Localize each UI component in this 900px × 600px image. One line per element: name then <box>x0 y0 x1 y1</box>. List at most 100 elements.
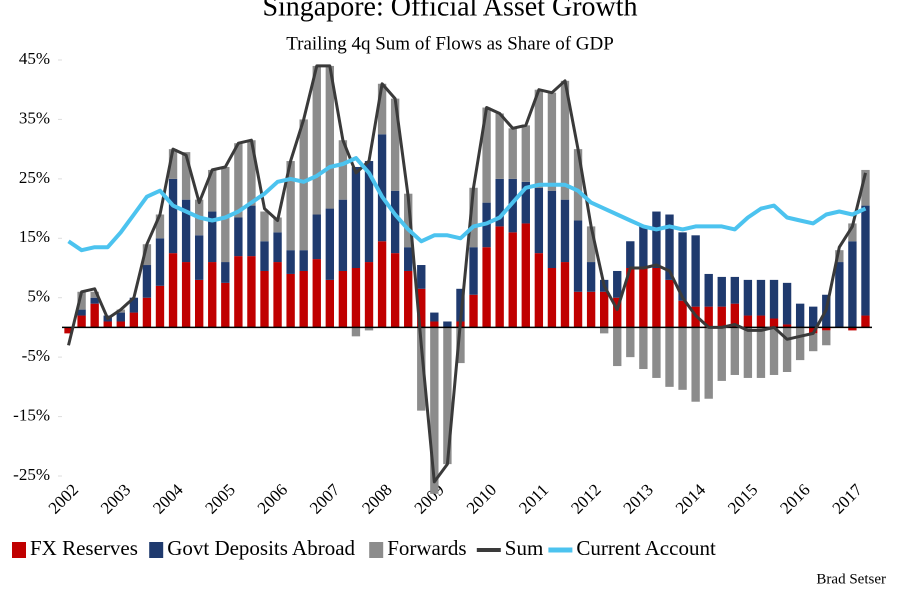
bar <box>743 279 753 316</box>
bar <box>743 327 753 378</box>
bar <box>704 273 713 307</box>
bar <box>508 128 517 179</box>
bar <box>678 300 687 328</box>
bar <box>730 327 740 375</box>
bar <box>260 270 269 328</box>
bar <box>417 288 426 328</box>
bar <box>312 65 321 215</box>
y-tick-label: -25% <box>13 465 50 484</box>
x-tick-label: 2008 <box>358 480 395 517</box>
bar <box>861 315 870 328</box>
bar <box>769 327 779 375</box>
bar <box>626 241 635 268</box>
x-tick-label: 2006 <box>254 480 291 517</box>
bar <box>247 205 256 257</box>
bar <box>599 327 609 334</box>
bar <box>717 306 726 328</box>
bar <box>90 291 99 298</box>
bar <box>168 178 178 254</box>
bar <box>521 181 530 224</box>
bar <box>704 327 713 399</box>
bar <box>273 217 282 233</box>
bar <box>142 297 152 328</box>
author: Brad Setser <box>816 571 886 587</box>
bar <box>586 262 596 292</box>
bar <box>338 199 348 271</box>
bar <box>64 327 73 334</box>
y-tick-label: 25% <box>19 168 50 187</box>
bar <box>221 262 230 283</box>
bar <box>482 107 491 203</box>
y-tick-label: 15% <box>19 227 50 246</box>
bar <box>573 149 583 221</box>
bar <box>756 279 766 316</box>
bar <box>534 89 544 188</box>
bar <box>377 83 387 135</box>
bar <box>626 268 635 328</box>
bar <box>678 232 687 301</box>
bar <box>77 315 86 328</box>
bar <box>208 211 217 263</box>
bar <box>430 312 439 322</box>
bar <box>181 152 191 200</box>
bar <box>560 80 570 200</box>
legend-label: Sum <box>505 536 544 560</box>
bar <box>364 161 374 263</box>
bar <box>613 297 622 328</box>
bar <box>155 214 165 239</box>
bar <box>665 279 674 328</box>
bar <box>652 211 661 268</box>
bar <box>116 312 125 322</box>
legend-swatch <box>149 542 164 558</box>
x-tick-label: 2002 <box>45 480 82 517</box>
bar <box>77 291 86 310</box>
bar <box>822 330 831 346</box>
x-tick-label: 2009 <box>410 480 447 517</box>
bar <box>221 166 230 263</box>
bar <box>299 119 308 251</box>
bar <box>286 161 295 251</box>
bar <box>404 193 413 248</box>
bar <box>312 259 321 328</box>
x-tick-label: 2005 <box>201 480 238 517</box>
bar <box>443 327 452 465</box>
x-tick-label: 2003 <box>97 480 134 517</box>
bar <box>848 241 857 328</box>
bar <box>103 321 112 328</box>
bar <box>129 312 139 328</box>
bar <box>142 265 152 298</box>
bar <box>756 327 766 378</box>
x-tick-label: 2010 <box>463 480 500 517</box>
chart-title: Singapore: Official Asset Growth <box>262 0 637 22</box>
bar <box>652 327 661 378</box>
bar <box>560 199 570 263</box>
bar <box>404 270 413 328</box>
bar <box>155 238 165 286</box>
bar <box>299 270 308 328</box>
bar <box>247 256 256 328</box>
y-tick-label: -5% <box>22 346 50 365</box>
bar <box>782 282 792 325</box>
x-tick-label: 2016 <box>776 480 813 517</box>
bar <box>273 232 282 263</box>
bar <box>469 294 478 328</box>
bar <box>77 309 86 316</box>
bar <box>547 268 557 328</box>
x-tick-label: 2017 <box>829 480 867 518</box>
y-tick-label: 45% <box>19 49 50 68</box>
bar <box>390 98 400 191</box>
bar <box>260 211 269 242</box>
bar <box>626 327 635 358</box>
bar <box>469 247 478 295</box>
bar <box>639 327 648 370</box>
bar <box>599 291 609 328</box>
bar <box>521 223 530 328</box>
chart-subtitle: Trailing 4q Sum of Flows as Share of GDP <box>286 33 614 54</box>
bar <box>351 327 361 337</box>
bar <box>390 190 400 254</box>
bar <box>181 199 191 263</box>
bar <box>116 321 125 328</box>
bar <box>351 166 361 268</box>
bar <box>586 291 596 328</box>
bar <box>142 244 152 266</box>
